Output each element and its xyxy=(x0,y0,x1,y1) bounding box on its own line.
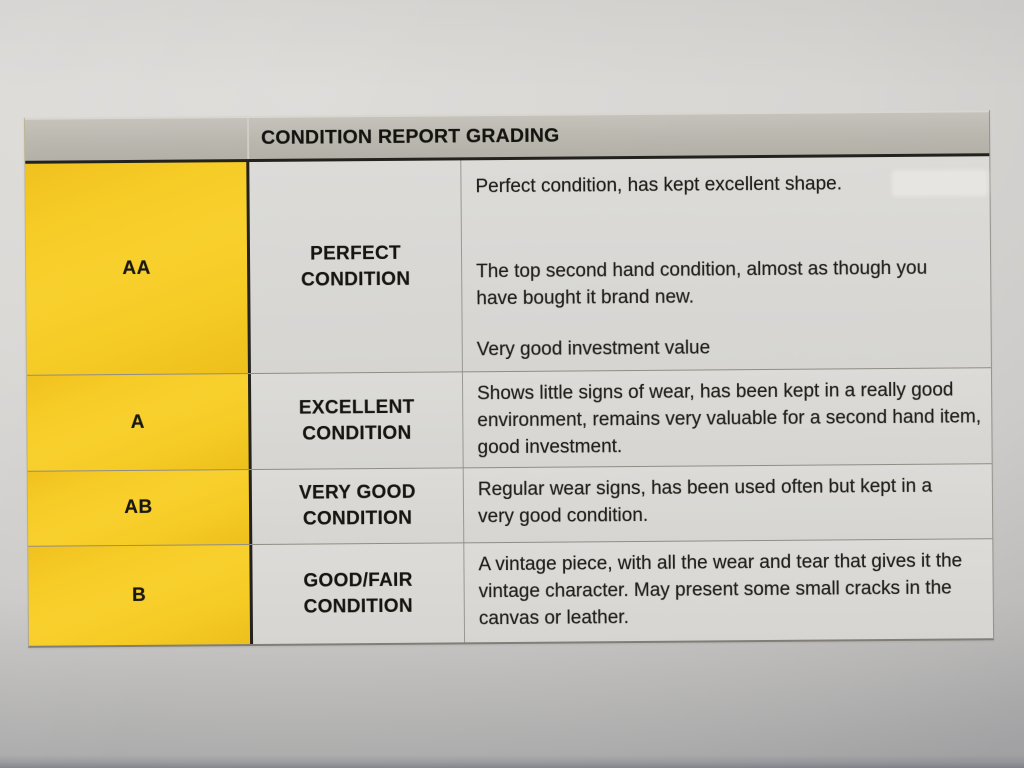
condition-description-ab: Regular wear signs, has been used often … xyxy=(464,464,995,542)
table-row-b: B GOOD/FAIR CONDITION A vintage piece, w… xyxy=(28,539,995,646)
table-row-aa: AA PERFECT CONDITION Perfect condition, … xyxy=(25,156,991,376)
description-paragraph: Shows little signs of wear, has been kep… xyxy=(477,379,982,459)
description-paragraph: Regular wear signs, has been used often … xyxy=(477,475,933,528)
description-paragraph: A vintage piece, with all the wear and t… xyxy=(478,550,963,630)
table-row-a: A EXCELLENT CONDITION Shows little signs… xyxy=(26,368,994,472)
whiteout-patch xyxy=(893,171,986,195)
condition-grading-table: CONDITION REPORT GRADING AA PERFECT COND… xyxy=(23,110,995,648)
description-paragraph: Very good investment value xyxy=(476,337,711,361)
grade-cell-aa: AA xyxy=(25,162,251,375)
condition-label-a: EXCELLENT CONDITION xyxy=(250,372,464,470)
grade-cell-a: A xyxy=(26,374,252,471)
condition-description-a: Shows little signs of wear, has been kep… xyxy=(463,368,994,467)
header-spacer xyxy=(24,118,250,161)
condition-label-aa: PERFECT CONDITION xyxy=(249,160,463,374)
table-title: CONDITION REPORT GRADING xyxy=(261,124,560,149)
grade-cell-b: B xyxy=(28,545,254,646)
table-header-row: CONDITION REPORT GRADING xyxy=(24,110,990,164)
description-paragraph: The top second hand condition, almost as… xyxy=(476,257,928,310)
grade-cell-ab: AB xyxy=(27,470,253,546)
condition-description-b: A vintage piece, with all the wear and t… xyxy=(464,539,995,642)
table-row-ab: AB VERY GOOD CONDITION Regular wear sign… xyxy=(27,464,995,547)
condition-label-ab: VERY GOOD CONDITION xyxy=(251,468,465,545)
condition-description-aa: Perfect condition, has kept excellent sh… xyxy=(461,156,993,371)
condition-label-b: GOOD/FAIR CONDITION xyxy=(252,543,466,645)
